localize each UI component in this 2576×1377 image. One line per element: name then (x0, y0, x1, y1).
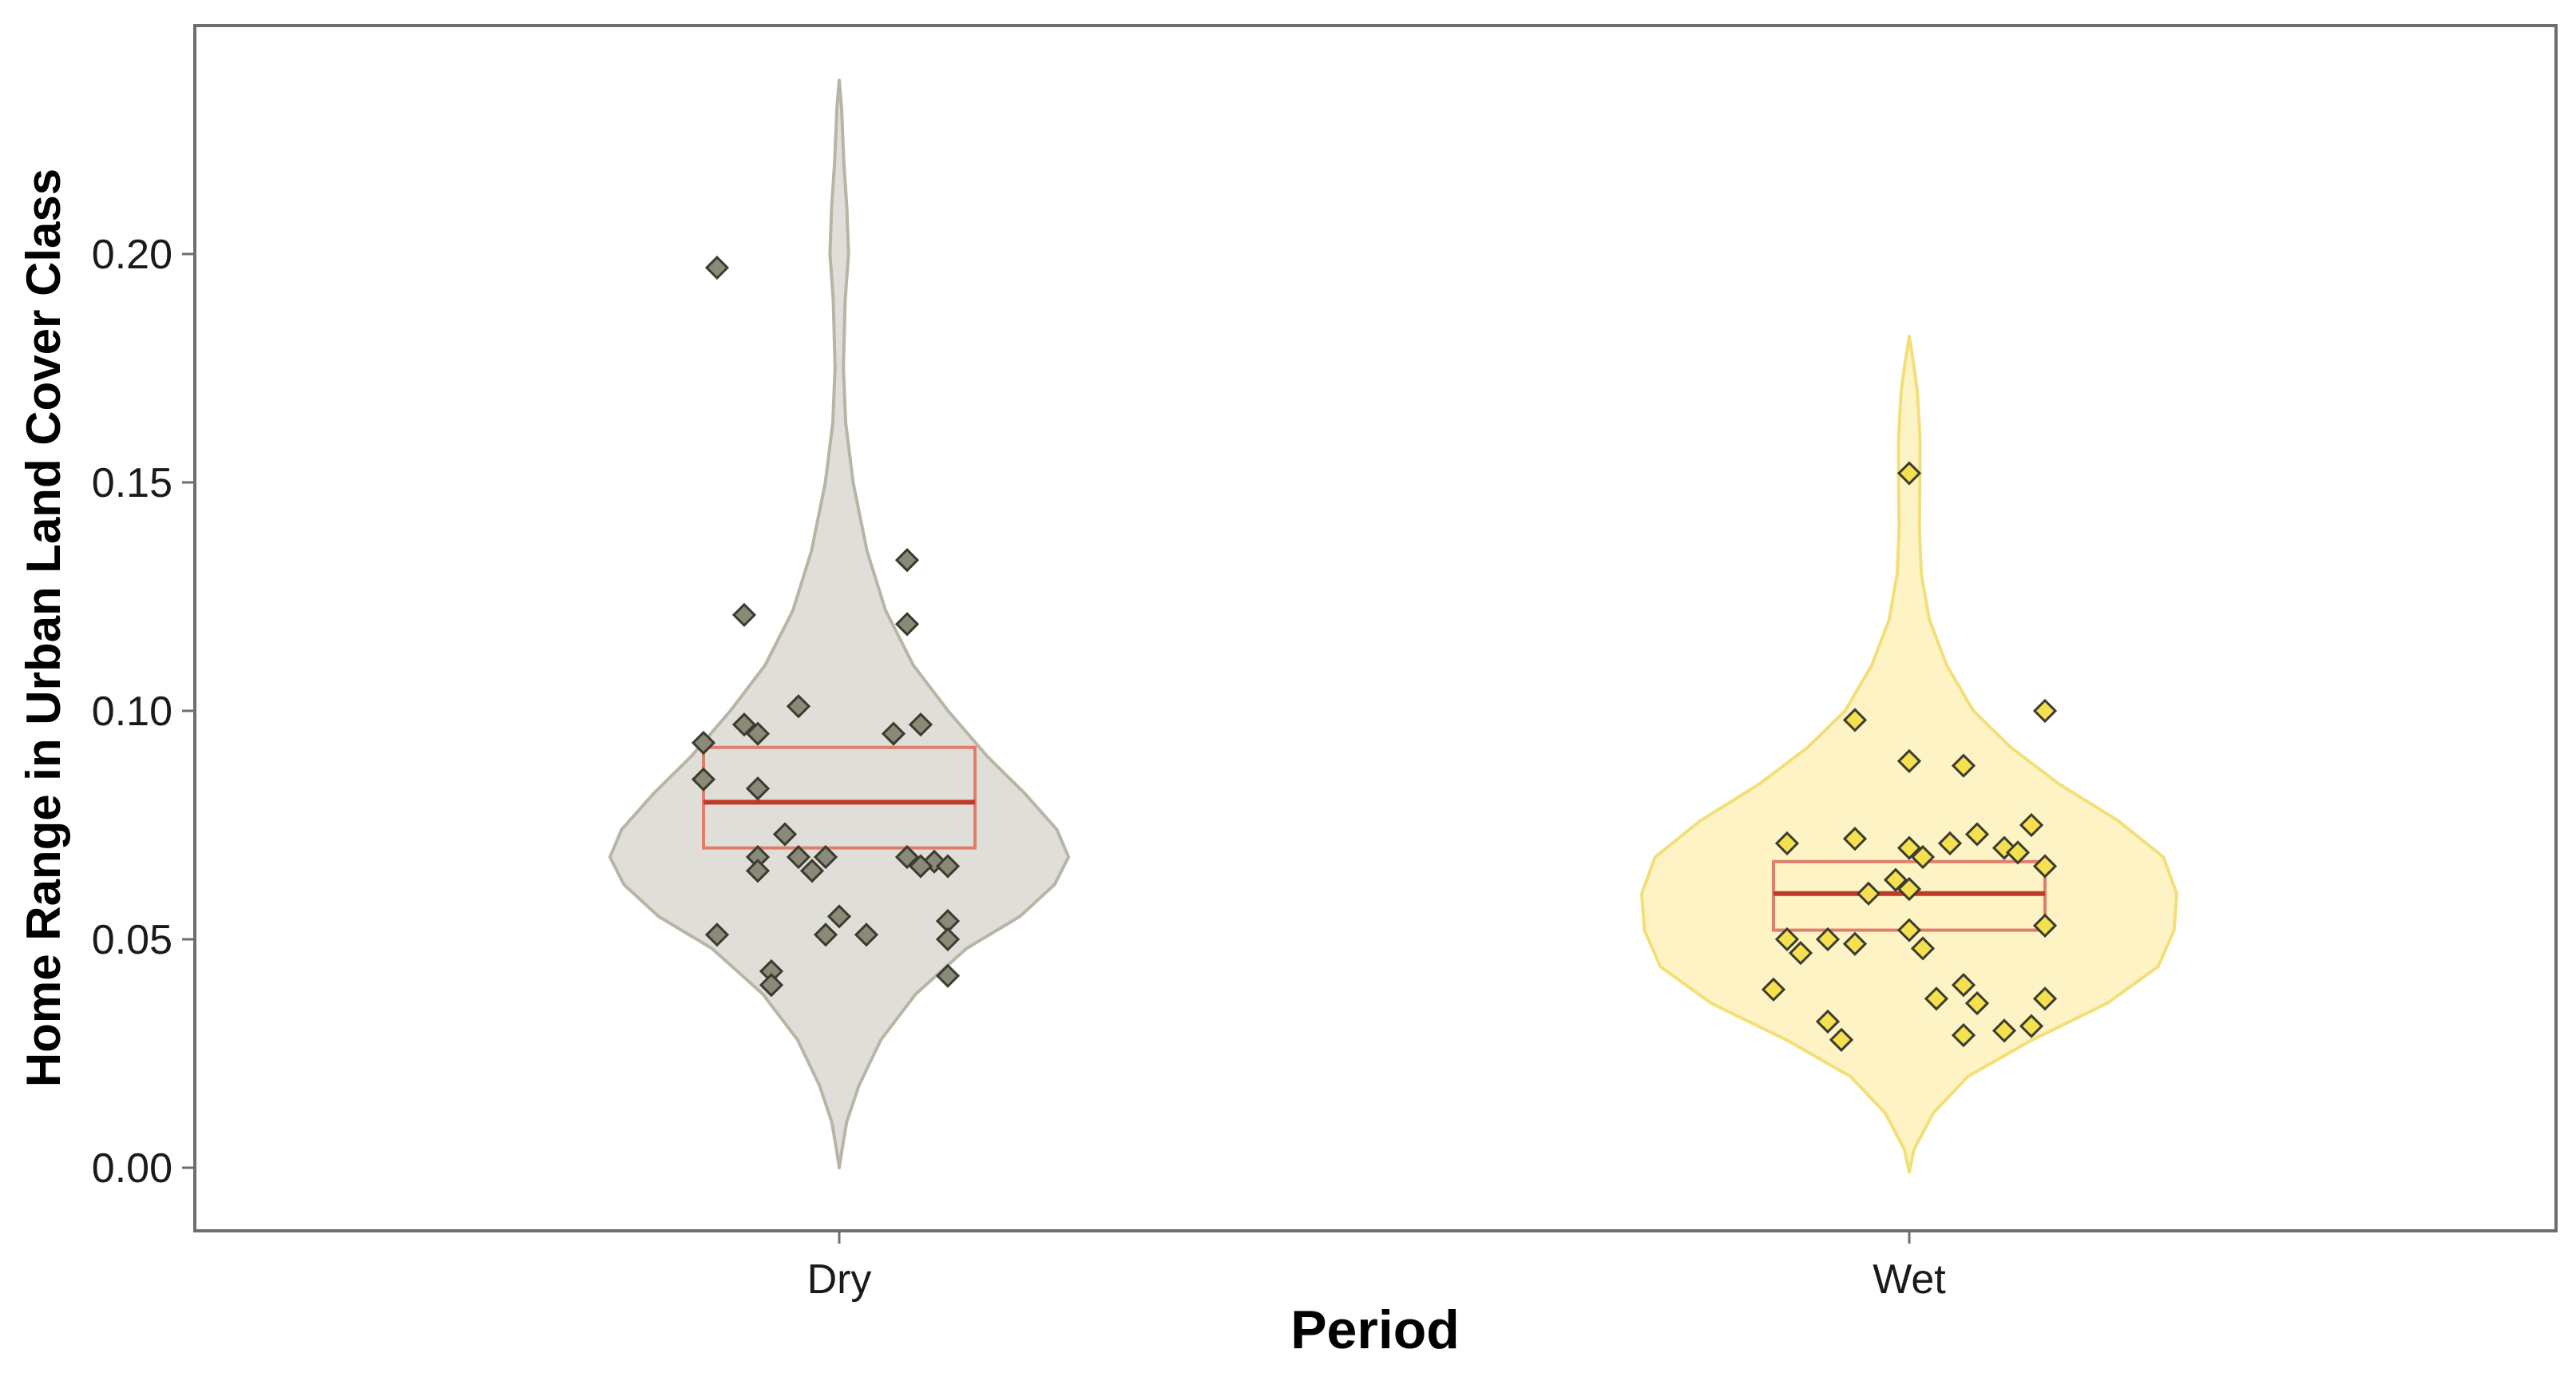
data-point-dry (731, 712, 757, 737)
y-tick-label: 0.15 (92, 460, 172, 506)
y-tick-label: 0.10 (92, 688, 172, 735)
data-point-wet (1761, 977, 1786, 1002)
data-point-dry (854, 923, 879, 947)
data-point-dry (894, 844, 920, 870)
data-point-wet (2032, 698, 2058, 724)
data-point-dry (772, 822, 798, 847)
data-point-wet (1991, 1018, 2017, 1043)
data-point-wet (1829, 1027, 1854, 1052)
data-point-wet (1842, 827, 1868, 851)
y-tick-label: 0.05 (92, 917, 172, 963)
data-point-wet (1883, 867, 1908, 892)
x-axis: Dry Wet (807, 1231, 1946, 1303)
violin-group-wet (1640, 335, 2178, 1174)
data-point-dry (786, 694, 811, 719)
data-point-dry (935, 963, 961, 988)
data-point-wet (1951, 1022, 1976, 1048)
data-point-wet (2032, 986, 2058, 1011)
data-point-wet (1842, 931, 1868, 956)
data-point-wet (1964, 822, 1990, 847)
violin-dry (608, 78, 1071, 1169)
data-point-dry (826, 904, 852, 929)
violins (608, 78, 2178, 1174)
data-point-wet (1951, 753, 1976, 778)
data-point-dry (745, 776, 771, 801)
data-point-dry (691, 730, 716, 756)
data-point-dry (935, 854, 961, 879)
data-point-dry (691, 767, 716, 792)
y-tick-label: 0.20 (92, 232, 172, 278)
data-point-wet (1774, 927, 1800, 952)
data-point-dry (935, 927, 961, 952)
data-point-wet (1924, 986, 1949, 1011)
data-point-dry (745, 859, 771, 883)
iqr-box-dry (702, 745, 977, 850)
violin-group-dry (608, 78, 1071, 1169)
data-point-wet (1896, 876, 1922, 902)
data-point-wet (1910, 844, 1936, 870)
data-point-wet (2019, 1014, 2044, 1038)
data-point-wet (1937, 831, 1963, 856)
plot-panel (193, 24, 2558, 1232)
data-point-wet (1856, 881, 1881, 906)
data-point-wet (1896, 461, 1922, 486)
data-point-dry (704, 256, 730, 280)
data-point-wet (1951, 973, 1976, 998)
data-point-wet (1896, 748, 1922, 774)
data-point-wet (1896, 835, 1922, 860)
data-point-dry (786, 844, 811, 870)
data-point-dry (813, 923, 838, 947)
data-point-dry (894, 612, 920, 637)
data-point-dry (881, 721, 906, 746)
data-point-wet (1774, 831, 1800, 856)
data-point-dry (894, 548, 920, 573)
x-tick-label: Wet (1873, 1256, 1946, 1303)
data-point-wet (2032, 913, 2058, 938)
data-point-wet (2032, 854, 2058, 879)
data-point-wet (2019, 812, 2044, 838)
data-point-dry (731, 602, 757, 628)
data-point-dry (908, 712, 933, 737)
data-point-wet (1815, 1009, 1841, 1034)
data-point-wet (1910, 936, 1936, 961)
data-point-dry (759, 973, 784, 998)
x-axis-title: Period (1290, 1300, 1460, 1360)
data-point-dry (908, 854, 933, 879)
data-point-dry (745, 721, 771, 746)
data-point-wet (1788, 941, 1813, 966)
y-axis-title: Home Range in Urban Land Cover Class (17, 169, 70, 1087)
y-axis: 0.00 0.05 0.10 0.15 0.20 (92, 232, 195, 1192)
data-point-wet (1842, 708, 1868, 732)
data-point-wet (1896, 918, 1922, 942)
data-point-dry (799, 859, 825, 883)
y-tick-label: 0.00 (92, 1145, 172, 1192)
data-point-wet (1815, 927, 1841, 952)
data-point-wet (2005, 840, 2031, 865)
data-point-dry (813, 844, 838, 870)
x-tick-label: Dry (807, 1256, 872, 1303)
data-point-dry (704, 923, 730, 947)
data-point-wet (1964, 990, 1990, 1016)
